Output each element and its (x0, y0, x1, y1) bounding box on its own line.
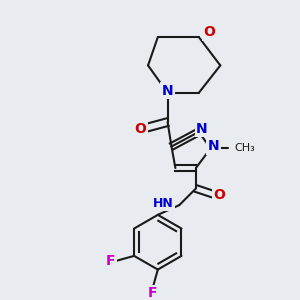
Text: N: N (208, 140, 219, 154)
Text: HN: HN (153, 196, 173, 210)
Text: F: F (106, 254, 116, 268)
Text: F: F (148, 286, 158, 300)
Text: N: N (162, 84, 173, 98)
Text: O: O (213, 188, 225, 202)
Text: CH₃: CH₃ (234, 143, 255, 154)
Text: N: N (196, 122, 208, 136)
Text: O: O (134, 122, 146, 136)
Text: O: O (204, 25, 215, 39)
